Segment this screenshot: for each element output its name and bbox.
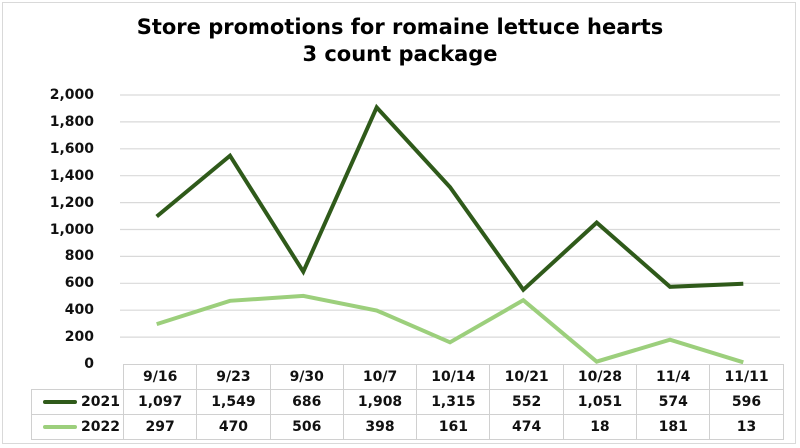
y-tick-label: 1,800 bbox=[49, 113, 94, 130]
table-cell: 13 bbox=[709, 414, 784, 440]
y-tick-label: 200 bbox=[64, 329, 94, 346]
series-line-2021 bbox=[155, 103, 744, 293]
table-cell: 574 bbox=[636, 389, 711, 415]
table-cell: 1,908 bbox=[342, 389, 418, 415]
y-tick-label: 400 bbox=[64, 302, 94, 319]
category-label: 11/4 bbox=[636, 364, 711, 390]
y-tick-label: 1,400 bbox=[49, 167, 94, 184]
table-cell: 1,315 bbox=[416, 389, 491, 415]
y-tick-label: 0 bbox=[84, 356, 94, 372]
legend-entry: 2021 bbox=[31, 389, 124, 415]
chart-frame bbox=[2, 2, 796, 444]
legend-entry: 2022 bbox=[31, 414, 124, 440]
table-cell: 398 bbox=[342, 414, 418, 440]
table-cell: 18 bbox=[562, 414, 638, 440]
category-label: 10/7 bbox=[342, 364, 418, 390]
y-tick-label: 600 bbox=[64, 275, 94, 292]
category-label: 10/21 bbox=[489, 364, 564, 390]
table-cell: 686 bbox=[269, 389, 344, 415]
y-tick-label: 800 bbox=[64, 248, 94, 265]
chart-title: Store promotions for romaine lettuce hea… bbox=[0, 14, 800, 68]
table-row: 2021 1,097 1,549 686 1,908 1,315 552 1,051 574 59… bbox=[31, 389, 784, 415]
table-row: 2022 297 470 506 398 161 474 18 181 13 bbox=[31, 414, 784, 440]
table-cell: 506 bbox=[269, 414, 344, 440]
table-cell: 474 bbox=[489, 414, 564, 440]
category-label: 9/30 bbox=[269, 364, 344, 390]
title-line1: Store promotions for romaine lettuce hea… bbox=[136, 15, 664, 39]
legend-key-icon bbox=[43, 400, 78, 404]
series-line-2022 bbox=[156, 293, 744, 365]
table-cell: 1,051 bbox=[562, 389, 638, 415]
y-tick-label: 1,000 bbox=[49, 221, 94, 238]
category-label: 11/11 bbox=[709, 364, 784, 390]
table-cell: 596 bbox=[709, 389, 784, 415]
table-cell: 161 bbox=[416, 414, 491, 440]
title-line2: 3 count package bbox=[302, 42, 498, 66]
legend-label: 2022 bbox=[81, 419, 120, 435]
table-cell: 297 bbox=[122, 414, 198, 440]
gridlines bbox=[120, 94, 780, 338]
category-label: 9/23 bbox=[196, 364, 271, 390]
y-tick-label: 2,000 bbox=[49, 87, 94, 103]
table-cell: 1,549 bbox=[196, 389, 271, 415]
series-lines bbox=[155, 103, 744, 365]
table-cell: 470 bbox=[196, 414, 271, 440]
table-cell: 181 bbox=[636, 414, 711, 440]
data-table: 9/16 9/23 9/30 10/7 10/14 10/21 10/28 11/4 11/11… bbox=[31, 364, 784, 440]
table-cell: 1,097 bbox=[122, 389, 198, 415]
legend-label: 2021 bbox=[81, 394, 120, 410]
category-label: 10/14 bbox=[416, 364, 491, 390]
y-tick-label: 1,600 bbox=[49, 140, 94, 157]
y-tick-label: 1,200 bbox=[49, 194, 94, 211]
category-label: 9/16 bbox=[122, 364, 198, 390]
legend-key-icon bbox=[43, 425, 78, 429]
table-cell: 552 bbox=[489, 389, 564, 415]
category-label: 10/28 bbox=[562, 364, 638, 390]
